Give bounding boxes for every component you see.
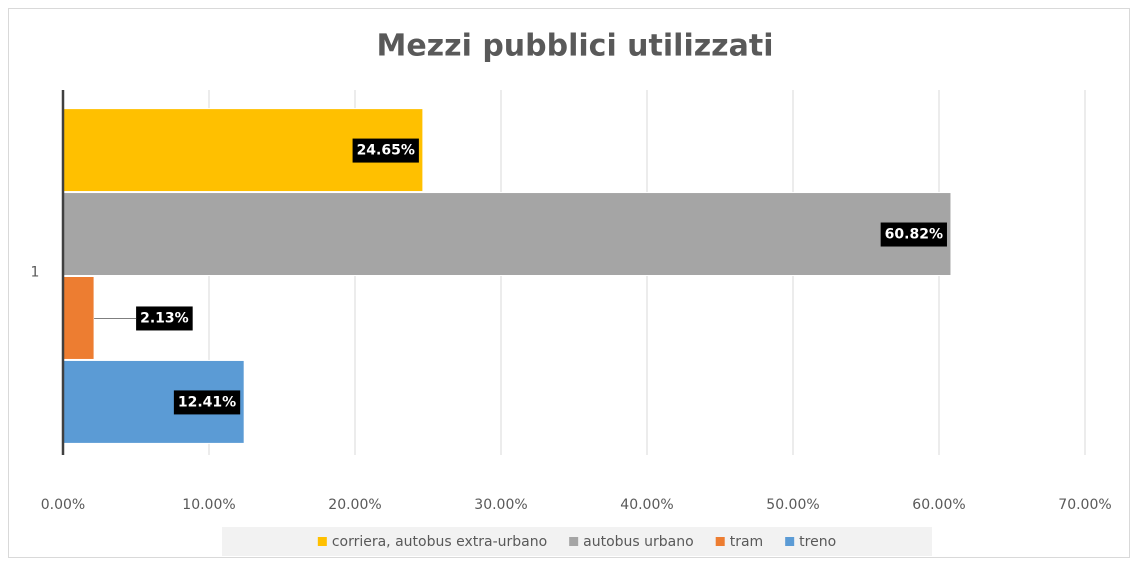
- legend-label: autobus urbano: [583, 534, 694, 550]
- x-tick-label: 50.00%: [766, 497, 819, 513]
- x-tick-label: 30.00%: [474, 497, 527, 513]
- data-label: 60.82%: [885, 227, 943, 243]
- data-label: 2.13%: [140, 310, 189, 326]
- x-tick-label: 70.00%: [1058, 497, 1111, 513]
- legend-swatch: [317, 537, 327, 546]
- data-label: 12.41%: [178, 394, 236, 410]
- bar: [62, 276, 95, 360]
- x-tick-label: 20.00%: [328, 497, 381, 513]
- data-label-box: [173, 390, 241, 415]
- bar: [62, 192, 952, 276]
- data-label-box: [352, 138, 419, 163]
- x-tick-label: 0.00%: [41, 497, 85, 513]
- x-tick-label: 40.00%: [620, 497, 673, 513]
- data-label: 24.65%: [357, 143, 415, 159]
- legend-swatch: [715, 537, 725, 546]
- chart-area: [8, 8, 1130, 558]
- chart-title: Mezzi pubblici utilizzati: [376, 29, 773, 64]
- data-label-box: [880, 222, 947, 247]
- data-label-box: [136, 306, 193, 331]
- legend-swatch: [785, 537, 795, 546]
- legend-swatch: [569, 537, 579, 546]
- legend-label: corriera, autobus extra-urbano: [332, 534, 547, 550]
- x-tick-label: 60.00%: [912, 497, 965, 513]
- y-tick-label: 1: [31, 265, 40, 281]
- legend-label: tram: [730, 534, 763, 550]
- legend-label: treno: [799, 534, 836, 550]
- x-tick-label: 10.00%: [182, 497, 235, 513]
